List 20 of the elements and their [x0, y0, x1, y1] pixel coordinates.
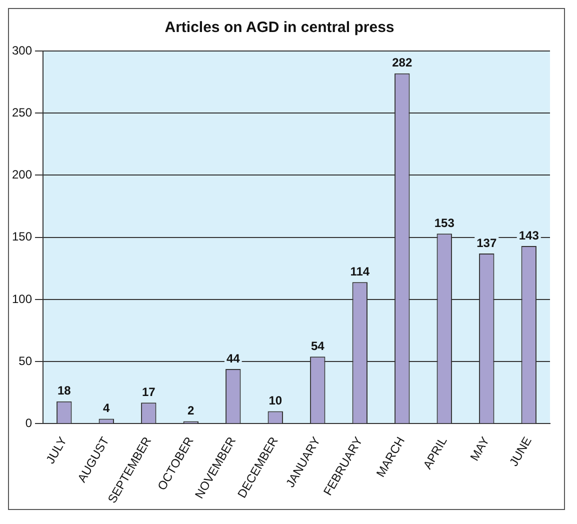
data-label: 2 [188, 404, 195, 418]
chart-title: Articles on AGD in central press [164, 19, 394, 36]
data-label: 54 [310, 338, 325, 353]
y-tick-label: 250 [12, 105, 32, 120]
data-label: 143 [518, 228, 540, 242]
y-tick-label: 200 [12, 168, 32, 182]
y-tick-label: 0 [25, 416, 32, 430]
data-label: 114 [350, 264, 370, 278]
data-label: 4 [103, 401, 110, 416]
y-tick-label: 300 [12, 43, 32, 58]
data-label: 17 [142, 384, 156, 399]
y-tick-label: 50 [18, 354, 32, 368]
y-tick-label: 100 [12, 292, 32, 306]
data-label: 10 [268, 394, 282, 408]
data-label: 282 [392, 56, 412, 70]
data-label: 137 [476, 236, 497, 250]
data-label: 153 [434, 216, 455, 230]
data-label: 44 [226, 351, 240, 366]
data-label: 18 [57, 384, 72, 398]
y-tick-label: 150 [12, 230, 32, 244]
